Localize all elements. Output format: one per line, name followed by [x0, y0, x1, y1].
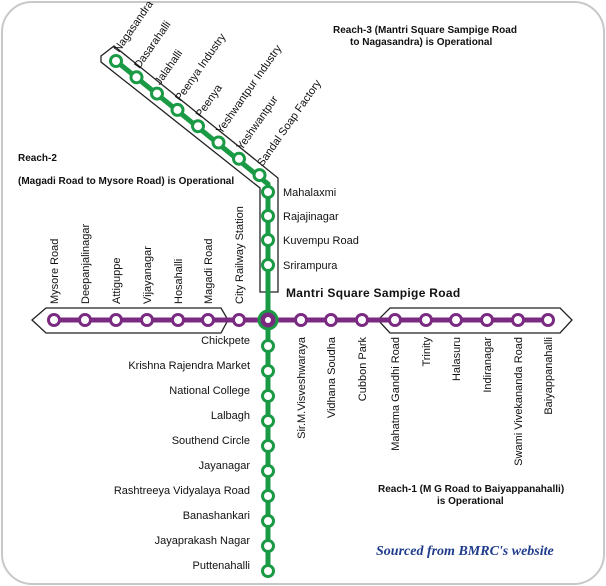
station-label-puttenahalli: Puttenahalli: [193, 560, 251, 572]
station-label-trinity: Trinity: [421, 337, 433, 367]
station-national-college: [261, 389, 275, 403]
station-indiranagar: [480, 313, 494, 327]
station-label-city-railway-station: City Railway Station: [234, 206, 246, 304]
interchange-core: [265, 317, 271, 323]
station-yeshwantpur-industry: [211, 135, 226, 150]
reach1-note-line2: is Operational: [437, 496, 504, 507]
station-label-rajajinagar: Rajajinagar: [283, 211, 339, 223]
station-label-chickpete: Chickpete: [201, 335, 250, 347]
station-attiguppe: [109, 313, 123, 327]
station-magadi-road: [201, 313, 215, 327]
station-peenya: [191, 119, 205, 134]
station-lalbagh: [261, 414, 275, 428]
station-jayaprakash-nagar: [261, 539, 275, 553]
station-label-sir-m-visveshwaraya: Sir.M.Visveshwaraya: [296, 336, 308, 439]
station-label-indiranagar: Indiranagar: [482, 337, 494, 393]
station-label-baiyappanahalli: Baiyappanahalli: [543, 337, 555, 415]
station-label-banashankari: Banashankari: [183, 510, 250, 522]
station-swami-vivekananda-road: [511, 313, 525, 327]
station-peenya-industry: [170, 102, 185, 117]
source-credit: Sourced from BMRC's website: [376, 544, 554, 559]
station-label-jalahalli: Jalahalli: [153, 48, 186, 87]
station-label-magadi-road: Magadi Road: [203, 239, 215, 304]
station-southend-circle: [261, 439, 275, 453]
station-label-jayanagar: Jayanagar: [199, 460, 251, 472]
station-vidhana-soudha: [324, 313, 338, 327]
station-yeshwantpur: [232, 151, 246, 166]
interchange-label: Mantri Square Sampige Road: [286, 286, 461, 300]
station-deepanjalinagar: [78, 313, 92, 327]
station-chickpete: [261, 339, 275, 353]
station-jayanagar: [261, 464, 275, 478]
station-label-mysore-road: Mysore Road: [49, 239, 61, 304]
station-label-jayaprakash-nagar: Jayaprakash Nagar: [155, 535, 251, 547]
station-trinity: [419, 313, 433, 327]
station-label-lalbagh: Lalbagh: [211, 410, 250, 422]
station-label-vidhana-soudha: Vidhana Soudha: [326, 336, 338, 418]
station-label-rashtreeya-vidyalaya-road: Rashtreeya Vidyalaya Road: [114, 485, 250, 497]
reach3-note-line1: Reach-3 (Mantri Square Sampige Road: [333, 25, 517, 36]
station-label-mahatma-gandhi-road: Mahatma Gandhi Road: [390, 337, 402, 451]
station-vijayanagar: [140, 313, 154, 327]
station-dasarahalli: [129, 70, 144, 85]
station-hosahalli: [171, 313, 185, 327]
station-baiyappanahalli: [541, 313, 555, 327]
reach3-note-line2: to Nagasandra) is Operational: [350, 37, 492, 48]
station-label-swami-vivekananda-road: Swami Vivekananda Road: [513, 337, 525, 466]
station-cubbon-park: [355, 313, 369, 327]
station-label-deepanjalinagar: Deepanjalinagar: [80, 224, 92, 304]
station-banashankari: [261, 514, 275, 528]
station-label-kuvempu-road: Kuvempu Road: [283, 235, 359, 247]
station-mahalaxmi: [261, 185, 275, 199]
station-srirampura: [261, 258, 275, 272]
station-label-cubbon-park: Cubbon Park: [357, 337, 369, 402]
station-label-national-college: National College: [169, 385, 250, 397]
station-label-southend-circle: Southend Circle: [172, 435, 250, 447]
station-label-peenya: Peenya: [194, 82, 226, 120]
reach2-note-body: (Magadi Road to Mysore Road) is Operatio…: [18, 176, 234, 187]
stations: [47, 54, 555, 578]
station-mysore-road: [47, 313, 61, 327]
station-label-sandal-soap-factory: Sandal Soap Factory: [255, 77, 324, 168]
station-sandal-soap-factory: [252, 168, 267, 183]
station-nagasandra: [109, 54, 123, 68]
station-label-hosahalli: Hosahalli: [173, 259, 185, 304]
station-kuvempu-road: [261, 233, 275, 247]
station-halasuru: [449, 313, 463, 327]
station-mahatma-gandhi-road: [388, 313, 402, 327]
station-puttenahalli: [261, 564, 275, 578]
station-rashtreeya-vidyalaya-road: [261, 489, 275, 503]
reach2-note-title: Reach-2: [18, 153, 57, 164]
interchange-station: Mantri Square Sampige Road: [257, 286, 461, 331]
station-jalahalli: [150, 86, 164, 101]
reach1-outline: [377, 307, 573, 334]
reach1-note-line1: Reach-1 (M G Road to Baiyappanahalli): [378, 484, 564, 495]
station-label-krishna-rajendra-market: Krishna Rajendra Market: [128, 360, 250, 372]
station-city-railway-station: [232, 313, 246, 327]
station-label-srirampura: Srirampura: [283, 260, 338, 272]
station-krishna-rajendra-market: [261, 364, 275, 378]
station-label-mahalaxmi: Mahalaxmi: [283, 187, 336, 199]
station-label-halasuru: Halasuru: [451, 337, 463, 381]
station-label-attiguppe: Attiguppe: [111, 258, 123, 304]
station-label-vijayanagar: Vijayanagar: [142, 246, 154, 304]
station-rajajinagar: [261, 209, 275, 223]
station-sir-m-visveshwaraya: [294, 313, 308, 327]
